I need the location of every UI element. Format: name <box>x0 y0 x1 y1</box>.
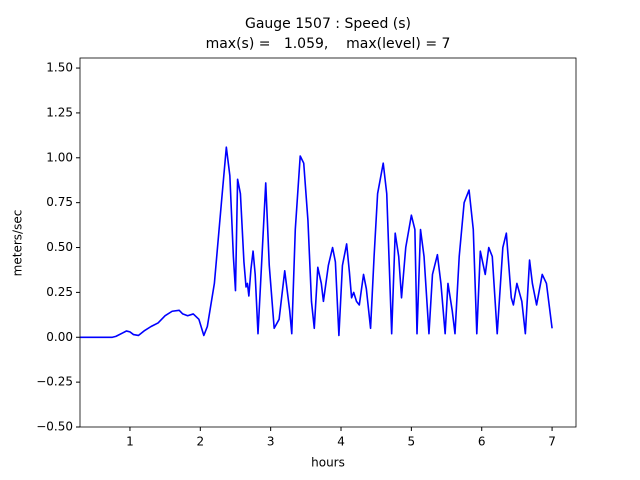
plot-frame <box>79 57 577 428</box>
y-tick-label: 1.25 <box>46 105 73 119</box>
chart-subtitle: max(s) = 1.059, max(level) = 7 <box>206 36 451 52</box>
x-tick-label: 3 <box>267 435 275 449</box>
y-tick-label: 0.25 <box>46 285 73 299</box>
y-tick-label: −0.50 <box>36 420 73 434</box>
x-tick-label: 6 <box>478 435 486 449</box>
y-tick-label: 1.50 <box>46 61 73 75</box>
x-tick-label: 1 <box>126 435 134 449</box>
x-tick-label: 5 <box>408 435 416 449</box>
x-tick-label: 2 <box>196 435 204 449</box>
y-axis-label: meters/sec <box>11 210 25 277</box>
data-line <box>80 146 553 339</box>
x-tick-label: 4 <box>337 435 345 449</box>
y-tick-label: 0.50 <box>46 240 73 254</box>
y-tick-label: 0.75 <box>46 195 73 209</box>
y-tick-label: 0.00 <box>46 330 73 344</box>
x-tick-label: 7 <box>548 435 556 449</box>
x-axis-label: hours <box>311 456 345 470</box>
chart-title: Gauge 1507 : Speed (s) <box>245 16 411 32</box>
y-tick-label: 1.00 <box>46 150 73 164</box>
y-tick-label: −0.25 <box>36 375 73 389</box>
